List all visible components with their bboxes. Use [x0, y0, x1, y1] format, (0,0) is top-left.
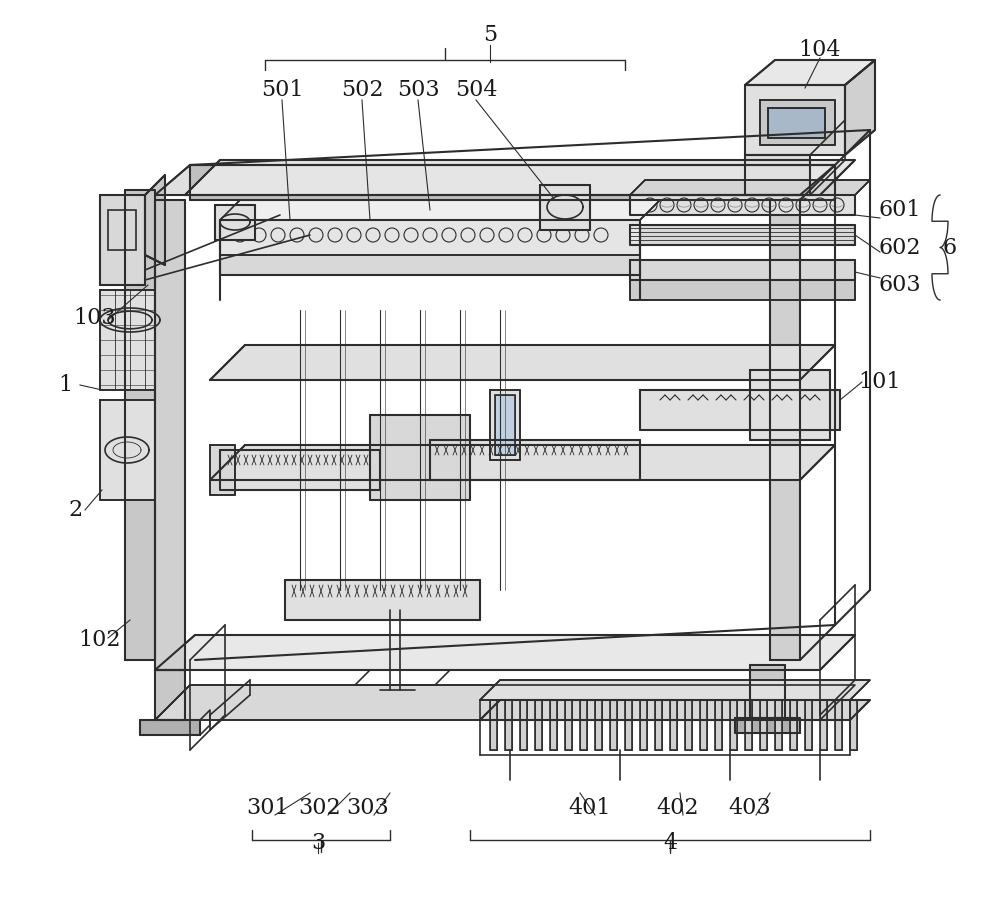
- Polygon shape: [640, 390, 840, 430]
- Polygon shape: [495, 395, 515, 455]
- Polygon shape: [190, 165, 835, 200]
- Polygon shape: [215, 205, 255, 240]
- Text: 402: 402: [657, 797, 699, 819]
- Text: 101: 101: [859, 371, 901, 393]
- Polygon shape: [760, 100, 835, 145]
- Polygon shape: [285, 580, 480, 620]
- Text: 1: 1: [58, 374, 72, 396]
- Polygon shape: [630, 225, 855, 245]
- Text: 102: 102: [79, 629, 121, 651]
- Text: 401: 401: [569, 797, 611, 819]
- Text: 104: 104: [799, 39, 841, 61]
- Polygon shape: [625, 700, 632, 750]
- Polygon shape: [210, 445, 235, 495]
- Text: 504: 504: [455, 79, 497, 101]
- Polygon shape: [745, 700, 752, 750]
- Polygon shape: [100, 400, 155, 500]
- Polygon shape: [820, 700, 827, 750]
- Polygon shape: [220, 255, 640, 275]
- Polygon shape: [210, 445, 835, 480]
- Polygon shape: [770, 200, 800, 660]
- Text: 301: 301: [247, 797, 289, 819]
- Polygon shape: [145, 175, 165, 265]
- Text: 502: 502: [341, 79, 383, 101]
- Polygon shape: [155, 200, 185, 670]
- Polygon shape: [735, 718, 800, 733]
- Polygon shape: [100, 195, 145, 285]
- Polygon shape: [155, 670, 185, 720]
- Polygon shape: [595, 700, 602, 750]
- Polygon shape: [540, 185, 590, 230]
- Polygon shape: [715, 700, 722, 750]
- Polygon shape: [520, 700, 527, 750]
- Text: 4: 4: [663, 832, 677, 854]
- Polygon shape: [630, 180, 870, 195]
- Text: 103: 103: [74, 307, 116, 329]
- Polygon shape: [745, 155, 810, 195]
- Polygon shape: [775, 700, 782, 750]
- Polygon shape: [750, 665, 785, 718]
- Polygon shape: [685, 700, 692, 750]
- Polygon shape: [535, 700, 542, 750]
- Text: 6: 6: [943, 237, 957, 259]
- Polygon shape: [580, 700, 587, 750]
- Polygon shape: [745, 60, 875, 85]
- Polygon shape: [655, 700, 662, 750]
- Polygon shape: [370, 415, 470, 500]
- Polygon shape: [630, 260, 855, 280]
- Polygon shape: [760, 700, 767, 750]
- Polygon shape: [700, 700, 707, 750]
- Text: 3: 3: [311, 832, 325, 854]
- Text: 2: 2: [68, 499, 82, 521]
- Polygon shape: [185, 160, 855, 195]
- Polygon shape: [630, 280, 855, 300]
- Polygon shape: [565, 700, 572, 750]
- Text: 602: 602: [879, 237, 921, 259]
- Bar: [108, 210, 136, 250]
- Polygon shape: [850, 700, 857, 750]
- Polygon shape: [210, 345, 835, 380]
- Polygon shape: [670, 700, 677, 750]
- Polygon shape: [745, 85, 845, 155]
- Polygon shape: [155, 165, 835, 195]
- Polygon shape: [480, 680, 870, 700]
- Text: 303: 303: [347, 797, 389, 819]
- Polygon shape: [750, 370, 830, 440]
- Polygon shape: [220, 200, 660, 220]
- Polygon shape: [490, 390, 520, 460]
- Text: 5: 5: [483, 24, 497, 46]
- Polygon shape: [100, 290, 155, 390]
- Text: 601: 601: [879, 199, 921, 221]
- Polygon shape: [640, 700, 647, 750]
- Polygon shape: [125, 190, 155, 660]
- Polygon shape: [155, 685, 855, 720]
- Text: 302: 302: [299, 797, 341, 819]
- Polygon shape: [730, 700, 737, 750]
- Polygon shape: [630, 195, 855, 215]
- Polygon shape: [155, 635, 855, 670]
- Polygon shape: [480, 700, 870, 720]
- Polygon shape: [505, 700, 512, 750]
- Polygon shape: [490, 700, 497, 750]
- Polygon shape: [610, 700, 617, 750]
- Polygon shape: [430, 440, 640, 480]
- Polygon shape: [550, 700, 557, 750]
- Polygon shape: [140, 720, 200, 735]
- Polygon shape: [768, 108, 825, 138]
- Text: 501: 501: [261, 79, 303, 101]
- Polygon shape: [805, 700, 812, 750]
- Text: 603: 603: [879, 274, 921, 296]
- Polygon shape: [835, 700, 842, 750]
- Polygon shape: [220, 450, 380, 490]
- Text: 403: 403: [729, 797, 771, 819]
- Polygon shape: [845, 60, 875, 155]
- Polygon shape: [790, 700, 797, 750]
- Text: 503: 503: [397, 79, 439, 101]
- Polygon shape: [220, 220, 640, 275]
